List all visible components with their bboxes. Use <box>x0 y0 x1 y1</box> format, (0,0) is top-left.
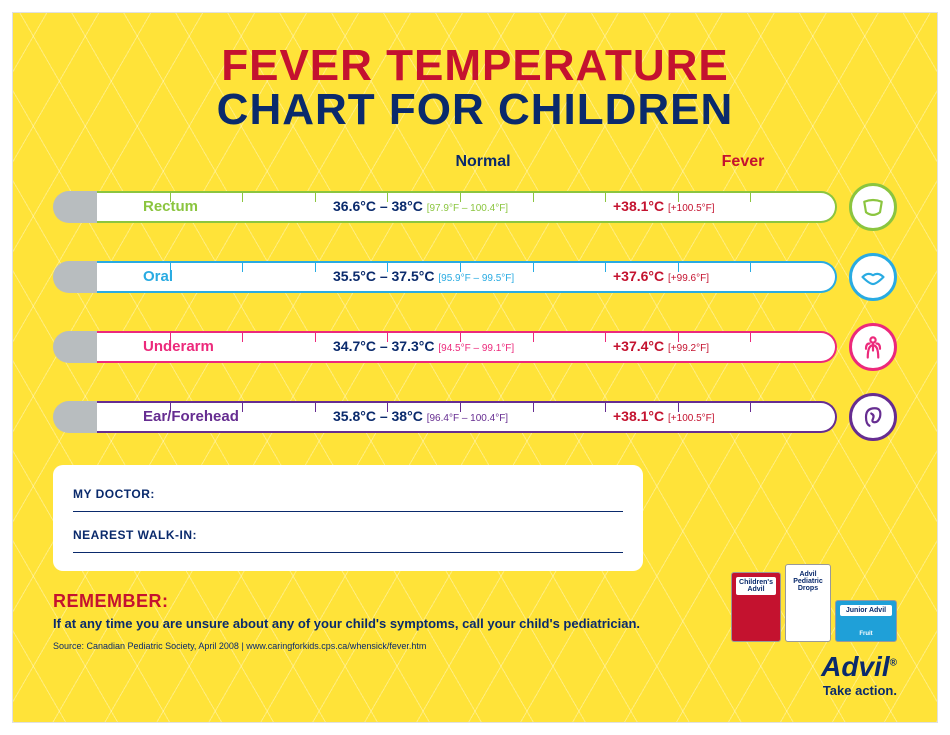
fever-value: +37.4°C [+99.2°F] <box>613 338 709 354</box>
product-images: Children's AdvilAdvil Pediatric DropsJun… <box>731 564 897 642</box>
page-background: FEVER TEMPERATURE CHART FOR CHILDREN Nor… <box>12 12 938 723</box>
product-box: Advil Pediatric Drops <box>785 564 831 642</box>
method-label: Oral <box>143 268 173 285</box>
ear-icon <box>849 393 897 441</box>
thermometer-row-rectum: Rectum 36.6°C – 38°C [97.9°F – 100.4°F] +3… <box>53 185 897 229</box>
brand-area: Children's AdvilAdvil Pediatric DropsJun… <box>677 651 897 698</box>
normal-value: 36.6°C – 38°C [97.9°F – 100.4°F] <box>333 198 508 214</box>
diaper-icon <box>849 183 897 231</box>
fever-value: +38.1°C [+100.5°F] <box>613 198 715 214</box>
normal-value: 34.7°C – 37.3°C [94.5°F – 99.1°F] <box>333 338 514 354</box>
header-fever: Fever <box>643 153 843 171</box>
arms-icon <box>849 323 897 371</box>
method-label: Rectum <box>143 198 198 215</box>
product-box: Junior AdvilFruit <box>835 600 897 642</box>
lips-icon <box>849 253 897 301</box>
brand-tagline: Take action. <box>677 683 897 698</box>
title-line-2: CHART FOR CHILDREN <box>53 85 897 135</box>
fever-value: +38.1°C [+100.5°F] <box>613 408 715 424</box>
header-normal: Normal <box>323 153 643 171</box>
title-line-1: FEVER TEMPERATURE <box>53 41 897 91</box>
my-doctor-field: MY DOCTOR: <box>73 481 623 512</box>
source-citation: Source: Canadian Pediatric Society, Apri… <box>53 641 897 651</box>
thermometer-row-underarm: Underarm 34.7°C – 37.3°C [94.5°F – 99.1°F… <box>53 325 897 369</box>
method-label: Ear/Forehead <box>143 408 239 425</box>
thermometer-row-oral: Oral 35.5°C – 37.5°C [95.9°F – 99.5°F] +37… <box>53 255 897 299</box>
fever-value: +37.6°C [+99.6°F] <box>613 268 709 284</box>
info-box: MY DOCTOR: NEAREST WALK-IN: <box>53 465 643 571</box>
thermometer-rows: Rectum 36.6°C – 38°C [97.9°F – 100.4°F] +3… <box>53 185 897 439</box>
product-box: Children's Advil <box>731 572 781 642</box>
brand-logo: Advil® <box>677 651 897 683</box>
method-label: Underarm <box>143 338 214 355</box>
normal-value: 35.8°C – 38°C [96.4°F – 100.4°F] <box>333 408 508 424</box>
thermometer-row-ear-forehead: Ear/Forehead 35.8°C – 38°C [96.4°F – 100.… <box>53 395 897 439</box>
normal-value: 35.5°C – 37.5°C [95.9°F – 99.5°F] <box>333 268 514 284</box>
column-headers: Normal Fever <box>53 153 897 171</box>
nearest-walkin-field: NEAREST WALK-IN: <box>73 522 623 553</box>
